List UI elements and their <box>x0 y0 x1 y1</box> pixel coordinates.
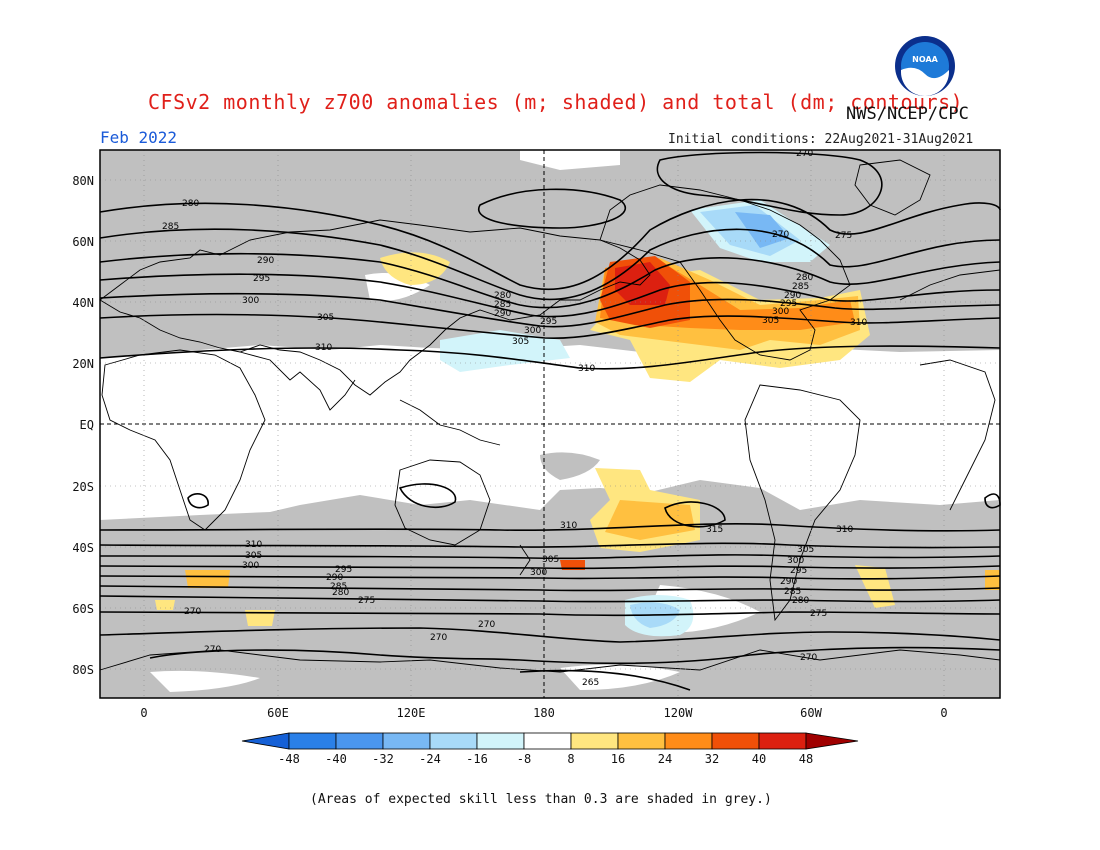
noaa-logo-text: NOAA <box>912 55 938 64</box>
contour-label: 305 <box>512 337 529 347</box>
contour-label: 300 <box>787 556 804 566</box>
colorbar-tick: 8 <box>567 752 574 766</box>
contour-label: 280 <box>332 588 349 598</box>
noaa-logo: NOAA <box>895 36 955 96</box>
contour-label: 305 <box>317 313 334 323</box>
contour-label: 300 <box>772 307 789 317</box>
contour-label: 310 <box>315 343 332 353</box>
nh-contour-labels: 280 285 290 295 300 305 310 280 285 290 … <box>162 149 867 374</box>
contour-label: 270 <box>478 620 495 630</box>
lat-tick-label: 40S <box>72 541 94 555</box>
lat-tick-label: 80N <box>72 174 94 188</box>
contour-label: 290 <box>784 291 801 301</box>
skill-footnote: (Areas of expected skill less than 0.3 a… <box>310 792 772 807</box>
colorbar-tick: 40 <box>752 752 766 766</box>
contour-label: 300 <box>530 568 547 578</box>
colorbar: -48 -40 -32 -24 -16 -8 8 16 24 32 40 48 <box>241 732 859 766</box>
lat-tick-label: 80S <box>72 663 94 677</box>
lat-tick-label: 20N <box>72 357 94 371</box>
lon-tick-label: 120W <box>664 706 694 720</box>
nh-height-contours <box>99 151 1001 370</box>
contour-label: 265 <box>582 678 599 688</box>
lat-tick-label: EQ <box>80 418 94 432</box>
contour-label: 285 <box>494 300 511 310</box>
contour-label: 270 <box>184 607 201 617</box>
longitude-axis: 0 60E 120E 180 120W 60W 0 <box>140 706 947 720</box>
contour-label: 300 <box>242 561 259 571</box>
contour-label: 295 <box>335 565 352 575</box>
sh-height-contours <box>99 483 1001 691</box>
colorbar-tick: -32 <box>372 752 394 766</box>
lon-tick-label: 60E <box>267 706 289 720</box>
contour-label: 280 <box>796 273 813 283</box>
contour-label: 280 <box>494 291 511 301</box>
contour-label: 315 <box>706 525 723 535</box>
contour-label: 270 <box>772 230 789 240</box>
latitude-axis: 80N 60N 40N 20N EQ 20S 40S 60S 80S <box>72 174 94 677</box>
colorbar-tick: -16 <box>466 752 488 766</box>
forecast-period: Feb 2022 <box>100 128 178 147</box>
contour-label: 290 <box>780 577 797 587</box>
contour-label: 270 <box>430 633 447 643</box>
lon-tick-label: 180 <box>533 706 555 720</box>
colorbar-tick: 16 <box>611 752 625 766</box>
lon-tick-label: 60W <box>800 706 822 720</box>
lat-tick-label: 20S <box>72 480 94 494</box>
contour-label: 285 <box>784 587 801 597</box>
contour-label: 275 <box>810 609 827 619</box>
contour-label: 295 <box>253 274 270 284</box>
contour-label: 300 <box>242 296 259 306</box>
contour-label: 310 <box>560 521 577 531</box>
contour-label: 275 <box>358 596 375 606</box>
lat-tick-label: 60S <box>72 602 94 616</box>
contour-label: 305 <box>245 551 262 561</box>
lon-tick-label: 0 <box>140 706 147 720</box>
contour-label: 295 <box>540 317 557 327</box>
plot-area: 280 285 290 295 300 305 310 280 285 290 … <box>99 149 1001 699</box>
contour-label: 305 <box>762 316 779 326</box>
contour-label: 310 <box>245 540 262 550</box>
colorbar-tick: -24 <box>419 752 441 766</box>
contour-label: 285 <box>792 282 809 292</box>
lon-tick-label: 120E <box>397 706 426 720</box>
contour-label: 270 <box>796 149 813 159</box>
contour-label: 285 <box>162 222 179 232</box>
contour-label: 310 <box>578 364 595 374</box>
contour-label: 270 <box>800 653 817 663</box>
contour-label: 310 <box>836 525 853 535</box>
contour-label: 290 <box>257 256 274 266</box>
initial-conditions: Initial conditions: 22Aug2021-31Aug2021 <box>668 132 974 147</box>
colorbar-tick: -48 <box>278 752 300 766</box>
agency-label: NWS/NCEP/CPC <box>846 104 969 124</box>
contour-label: 280 <box>182 199 199 209</box>
contour-label: 275 <box>835 231 852 241</box>
colorbar-tick: 24 <box>658 752 672 766</box>
contour-label: 285 <box>330 582 347 592</box>
colorbar-tick: -40 <box>325 752 347 766</box>
sh-contour-labels: 310 305 300 295 290 285 280 275 270 270 … <box>184 521 853 688</box>
contour-label: 280 <box>792 596 809 606</box>
contour-label: 270 <box>204 645 221 655</box>
contour-label: 305 <box>797 545 814 555</box>
colorbar-tick: 32 <box>705 752 719 766</box>
contour-label: 305 <box>542 555 559 565</box>
chart-title: CFSv2 monthly z700 anomalies (m; shaded)… <box>148 90 964 114</box>
lon-tick-label: 0 <box>940 706 947 720</box>
lat-tick-label: 40N <box>72 296 94 310</box>
contour-label: 290 <box>494 309 511 319</box>
contour-label: 295 <box>790 566 807 576</box>
lat-tick-label: 60N <box>72 235 94 249</box>
contour-label: 310 <box>850 318 867 328</box>
contour-label: 290 <box>326 573 343 583</box>
contour-label: 300 <box>524 326 541 336</box>
contour-label: 295 <box>780 299 797 309</box>
colorbar-tick: -8 <box>517 752 531 766</box>
colorbar-tick: 48 <box>799 752 813 766</box>
